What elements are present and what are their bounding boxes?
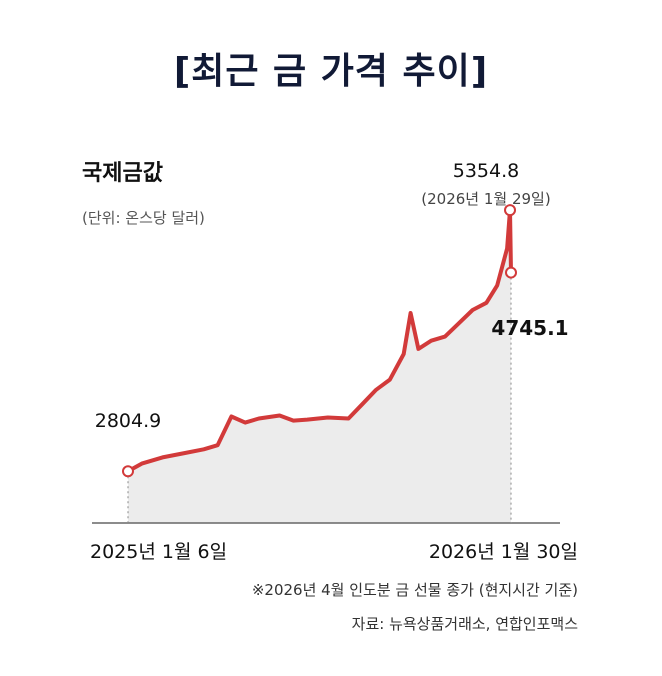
annotation-point bbox=[122, 465, 134, 478]
x-start-label: 2025년 1월 6일 bbox=[90, 541, 227, 563]
price-line bbox=[126, 208, 513, 474]
page-title: [최근 금 가격 추이] bbox=[173, 51, 489, 92]
annotation-label: 2804.9 bbox=[95, 410, 161, 432]
annotation-label: 4745.1 bbox=[491, 316, 568, 340]
annotation-point bbox=[504, 204, 517, 217]
annotation-sublabel: (2026년 1월 29일) bbox=[421, 190, 550, 208]
unit-label: (단위: 온스당 달러) bbox=[82, 209, 205, 227]
annotation-point bbox=[505, 266, 517, 279]
annotation-label: 5354.8 bbox=[453, 160, 519, 182]
footnote: ※2026년 4월 인도분 금 선물 종가 (현지시간 기준) bbox=[252, 581, 578, 599]
chart-title: 국제금값 bbox=[82, 161, 163, 186]
x-end-label: 2026년 1월 30일 bbox=[429, 541, 578, 563]
source: 자료: 뉴욕상품거래소, 연합인포맥스 bbox=[352, 615, 579, 633]
area-fill bbox=[128, 210, 511, 523]
